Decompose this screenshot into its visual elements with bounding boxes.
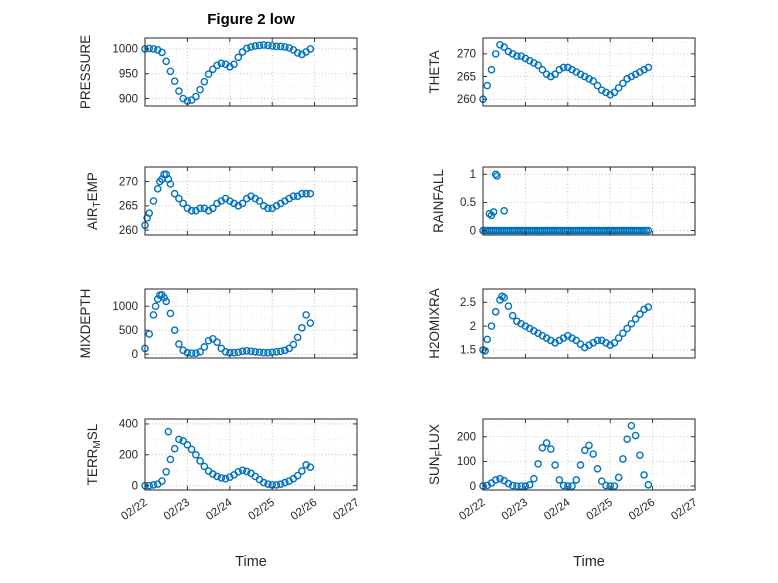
ytick-label: 1	[470, 169, 476, 181]
ytick-label: 400	[119, 419, 138, 431]
ylabel-sunflux: SUNFLUX	[427, 424, 445, 485]
ylabel-airtemp: AIRTEMP	[85, 172, 103, 230]
subplot-rainfall: 0 0.5 1 RAINFALL	[431, 166, 696, 237]
ytick-label: 2	[470, 321, 476, 333]
ytick-label: 950	[119, 69, 138, 81]
subplot-mixdepth: 0 500 1000 MIXDEPTH	[78, 288, 358, 361]
xtick-label: 02/26	[289, 497, 319, 523]
xtick-label: 02/27	[331, 497, 361, 523]
xtick-label: 02/24	[542, 496, 573, 523]
subplot-airtemp: 260 265 270 AIRTEMP	[85, 166, 358, 237]
ytick-label: 265	[457, 71, 476, 83]
ytick-label: 0.5	[460, 197, 476, 209]
ytick-label: 0	[470, 481, 476, 493]
series-h2omixra-markers	[479, 292, 653, 355]
ylabel-theta: THETA	[427, 50, 442, 93]
subplot-pressure: 900 950 1000 PRESSURE	[78, 35, 358, 109]
ytick-label: 2.5	[460, 297, 476, 309]
xtick-label: 02/25	[246, 497, 276, 523]
xtick-label: 02/23	[500, 497, 530, 523]
subplot-sunflux: 0 100 200 SUNFLUX 02/22 02/23 02/24 02/25 02/26 0…	[427, 418, 700, 523]
xtick-label: 02/25	[584, 497, 614, 523]
xtick-label: 02/22	[457, 497, 487, 523]
series-theta-markers	[479, 41, 653, 103]
ytick-label: 1.5	[460, 345, 476, 357]
xtick-label: 02/26	[627, 497, 657, 523]
ytick-label: 260	[457, 94, 476, 106]
ylabel-terrmsl: TERRMSL	[85, 423, 103, 485]
series-airtemp-markers	[141, 170, 315, 230]
series-pressure-markers	[141, 41, 315, 105]
ytick-label: 1000	[112, 301, 138, 313]
series-terrmsl-markers	[141, 427, 315, 490]
ylabel-mixdepth: MIXDEPTH	[78, 289, 93, 359]
ytick-label: 270	[119, 176, 138, 188]
xtick-label: 02/23	[162, 497, 192, 523]
ylabel-h2omixra: H2OMIXRA	[427, 288, 442, 359]
xtick-label: 02/27	[669, 497, 699, 523]
subplot-theta: 260 265 270 THETA	[427, 37, 696, 107]
ytick-label: 500	[119, 325, 138, 337]
ytick-label: 0	[132, 349, 138, 361]
ytick-label: 0	[132, 480, 138, 492]
subplot-terrmsl: 0 200 400 TERRMSL 02/22 02/23 02/24 02/25 02/26 0…	[85, 418, 362, 523]
series-sunflux-markers	[479, 421, 653, 490]
ytick-label: 200	[119, 450, 138, 462]
ylabel-pressure: PRESSURE	[78, 35, 93, 109]
series-mixdepth-markers	[141, 290, 315, 358]
xlabel-time-left: Time	[235, 554, 267, 570]
xtick-label: 02/24	[204, 496, 235, 523]
series-rainfall-markers	[479, 170, 653, 235]
ytick-label: 260	[119, 225, 138, 237]
xtick-label: 02/22	[119, 497, 149, 523]
xlabel-time-right: Time	[573, 554, 605, 570]
ytick-label: 200	[457, 432, 476, 444]
ytick-label: 100	[457, 456, 476, 468]
figure-title: Figure 2 low	[207, 11, 295, 28]
ytick-label: 1000	[112, 44, 138, 56]
ylabel-rainfall: RAINFALL	[431, 169, 446, 233]
ytick-label: 0	[470, 225, 476, 237]
ytick-label: 265	[119, 201, 138, 213]
subplot-h2omixra: 1.5 2 2.5 H2OMIXRA	[427, 288, 696, 359]
ytick-label: 900	[119, 93, 138, 105]
ytick-label: 270	[457, 49, 476, 61]
